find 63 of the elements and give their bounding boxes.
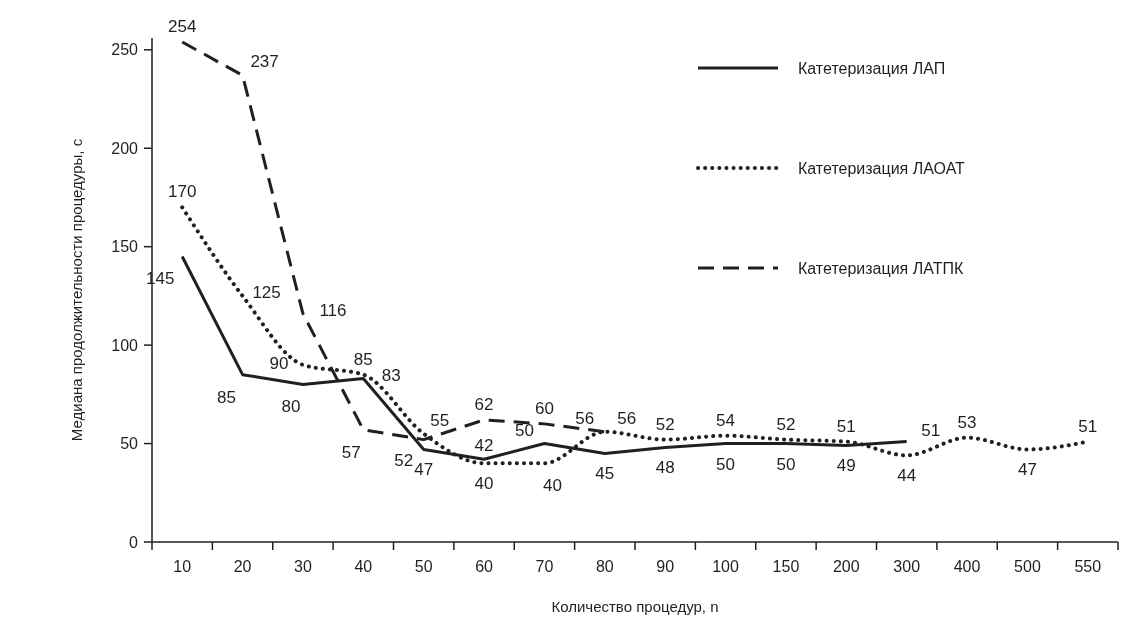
data-label: 56 bbox=[575, 408, 595, 428]
data-label: 116 bbox=[319, 300, 347, 320]
data-label: 50 bbox=[776, 454, 796, 474]
data-label: 237 bbox=[250, 52, 279, 72]
x-tick-label: 90 bbox=[656, 558, 675, 575]
data-label: 49 bbox=[836, 456, 856, 476]
data-label: 48 bbox=[655, 458, 675, 478]
legend-label: Катетеризация ЛАТПК bbox=[798, 259, 964, 277]
y-tick-label: 100 bbox=[111, 336, 139, 354]
data-label: 40 bbox=[542, 476, 562, 496]
x-tick-label: 20 bbox=[233, 558, 252, 575]
data-label: 90 bbox=[269, 353, 289, 373]
data-label: 44 bbox=[897, 466, 917, 486]
x-tick-label: 40 bbox=[354, 558, 373, 575]
data-label: 52 bbox=[655, 414, 675, 434]
x-axis-title: Количество процедур, n bbox=[551, 598, 719, 615]
data-label: 56 bbox=[617, 408, 637, 428]
data-label: 47 bbox=[414, 460, 434, 480]
data-label: 85 bbox=[353, 349, 373, 369]
data-label: 83 bbox=[381, 365, 401, 385]
data-label: 55 bbox=[430, 410, 450, 430]
data-label: 53 bbox=[957, 412, 977, 432]
x-tick-label: 150 bbox=[772, 558, 800, 575]
legend-label: Катетеризация ЛАОАТ bbox=[798, 159, 966, 177]
data-label: 45 bbox=[595, 464, 615, 484]
y-tick-label: 0 bbox=[129, 533, 139, 551]
data-label: 50 bbox=[716, 454, 736, 474]
data-label: 54 bbox=[716, 410, 736, 430]
data-label: 57 bbox=[341, 442, 361, 462]
x-tick-label: 200 bbox=[832, 558, 860, 575]
y-tick-label: 250 bbox=[111, 41, 139, 59]
data-label: 80 bbox=[281, 397, 301, 417]
data-label: 42 bbox=[474, 436, 494, 456]
x-tick-label: 400 bbox=[953, 558, 981, 575]
data-label: 52 bbox=[776, 414, 796, 434]
data-label: 125 bbox=[252, 282, 281, 302]
data-label: 62 bbox=[474, 394, 494, 414]
legend-label: Катетеризация ЛАП bbox=[798, 59, 946, 77]
y-tick-label: 200 bbox=[111, 139, 139, 157]
data-label: 51 bbox=[921, 420, 941, 440]
y-tick-label: 150 bbox=[111, 238, 139, 256]
y-tick-label: 50 bbox=[120, 435, 139, 453]
data-label: 51 bbox=[1078, 416, 1098, 436]
data-label: 170 bbox=[168, 182, 197, 202]
data-label: 51 bbox=[836, 416, 856, 436]
data-label: 50 bbox=[514, 420, 534, 440]
x-tick-label: 550 bbox=[1074, 558, 1102, 575]
y-axis-title: Медиана продолжительности процедуры, с bbox=[68, 138, 85, 442]
data-label: 40 bbox=[474, 474, 494, 494]
x-tick-label: 500 bbox=[1014, 558, 1041, 575]
x-tick-label: 70 bbox=[535, 558, 554, 575]
x-tick-label: 80 bbox=[595, 558, 614, 575]
x-tick-label: 30 bbox=[294, 558, 312, 575]
x-tick-label: 100 bbox=[712, 558, 740, 575]
data-label: 85 bbox=[217, 387, 237, 407]
x-tick-label: 300 bbox=[893, 558, 921, 575]
data-label: 47 bbox=[1017, 460, 1037, 480]
x-tick-label: 50 bbox=[414, 558, 433, 575]
x-tick-label: 10 bbox=[173, 558, 192, 575]
x-tick-label: 60 bbox=[475, 558, 494, 575]
data-label: 60 bbox=[534, 398, 554, 418]
data-label: 52 bbox=[394, 450, 414, 470]
data-label: 254 bbox=[168, 16, 197, 36]
